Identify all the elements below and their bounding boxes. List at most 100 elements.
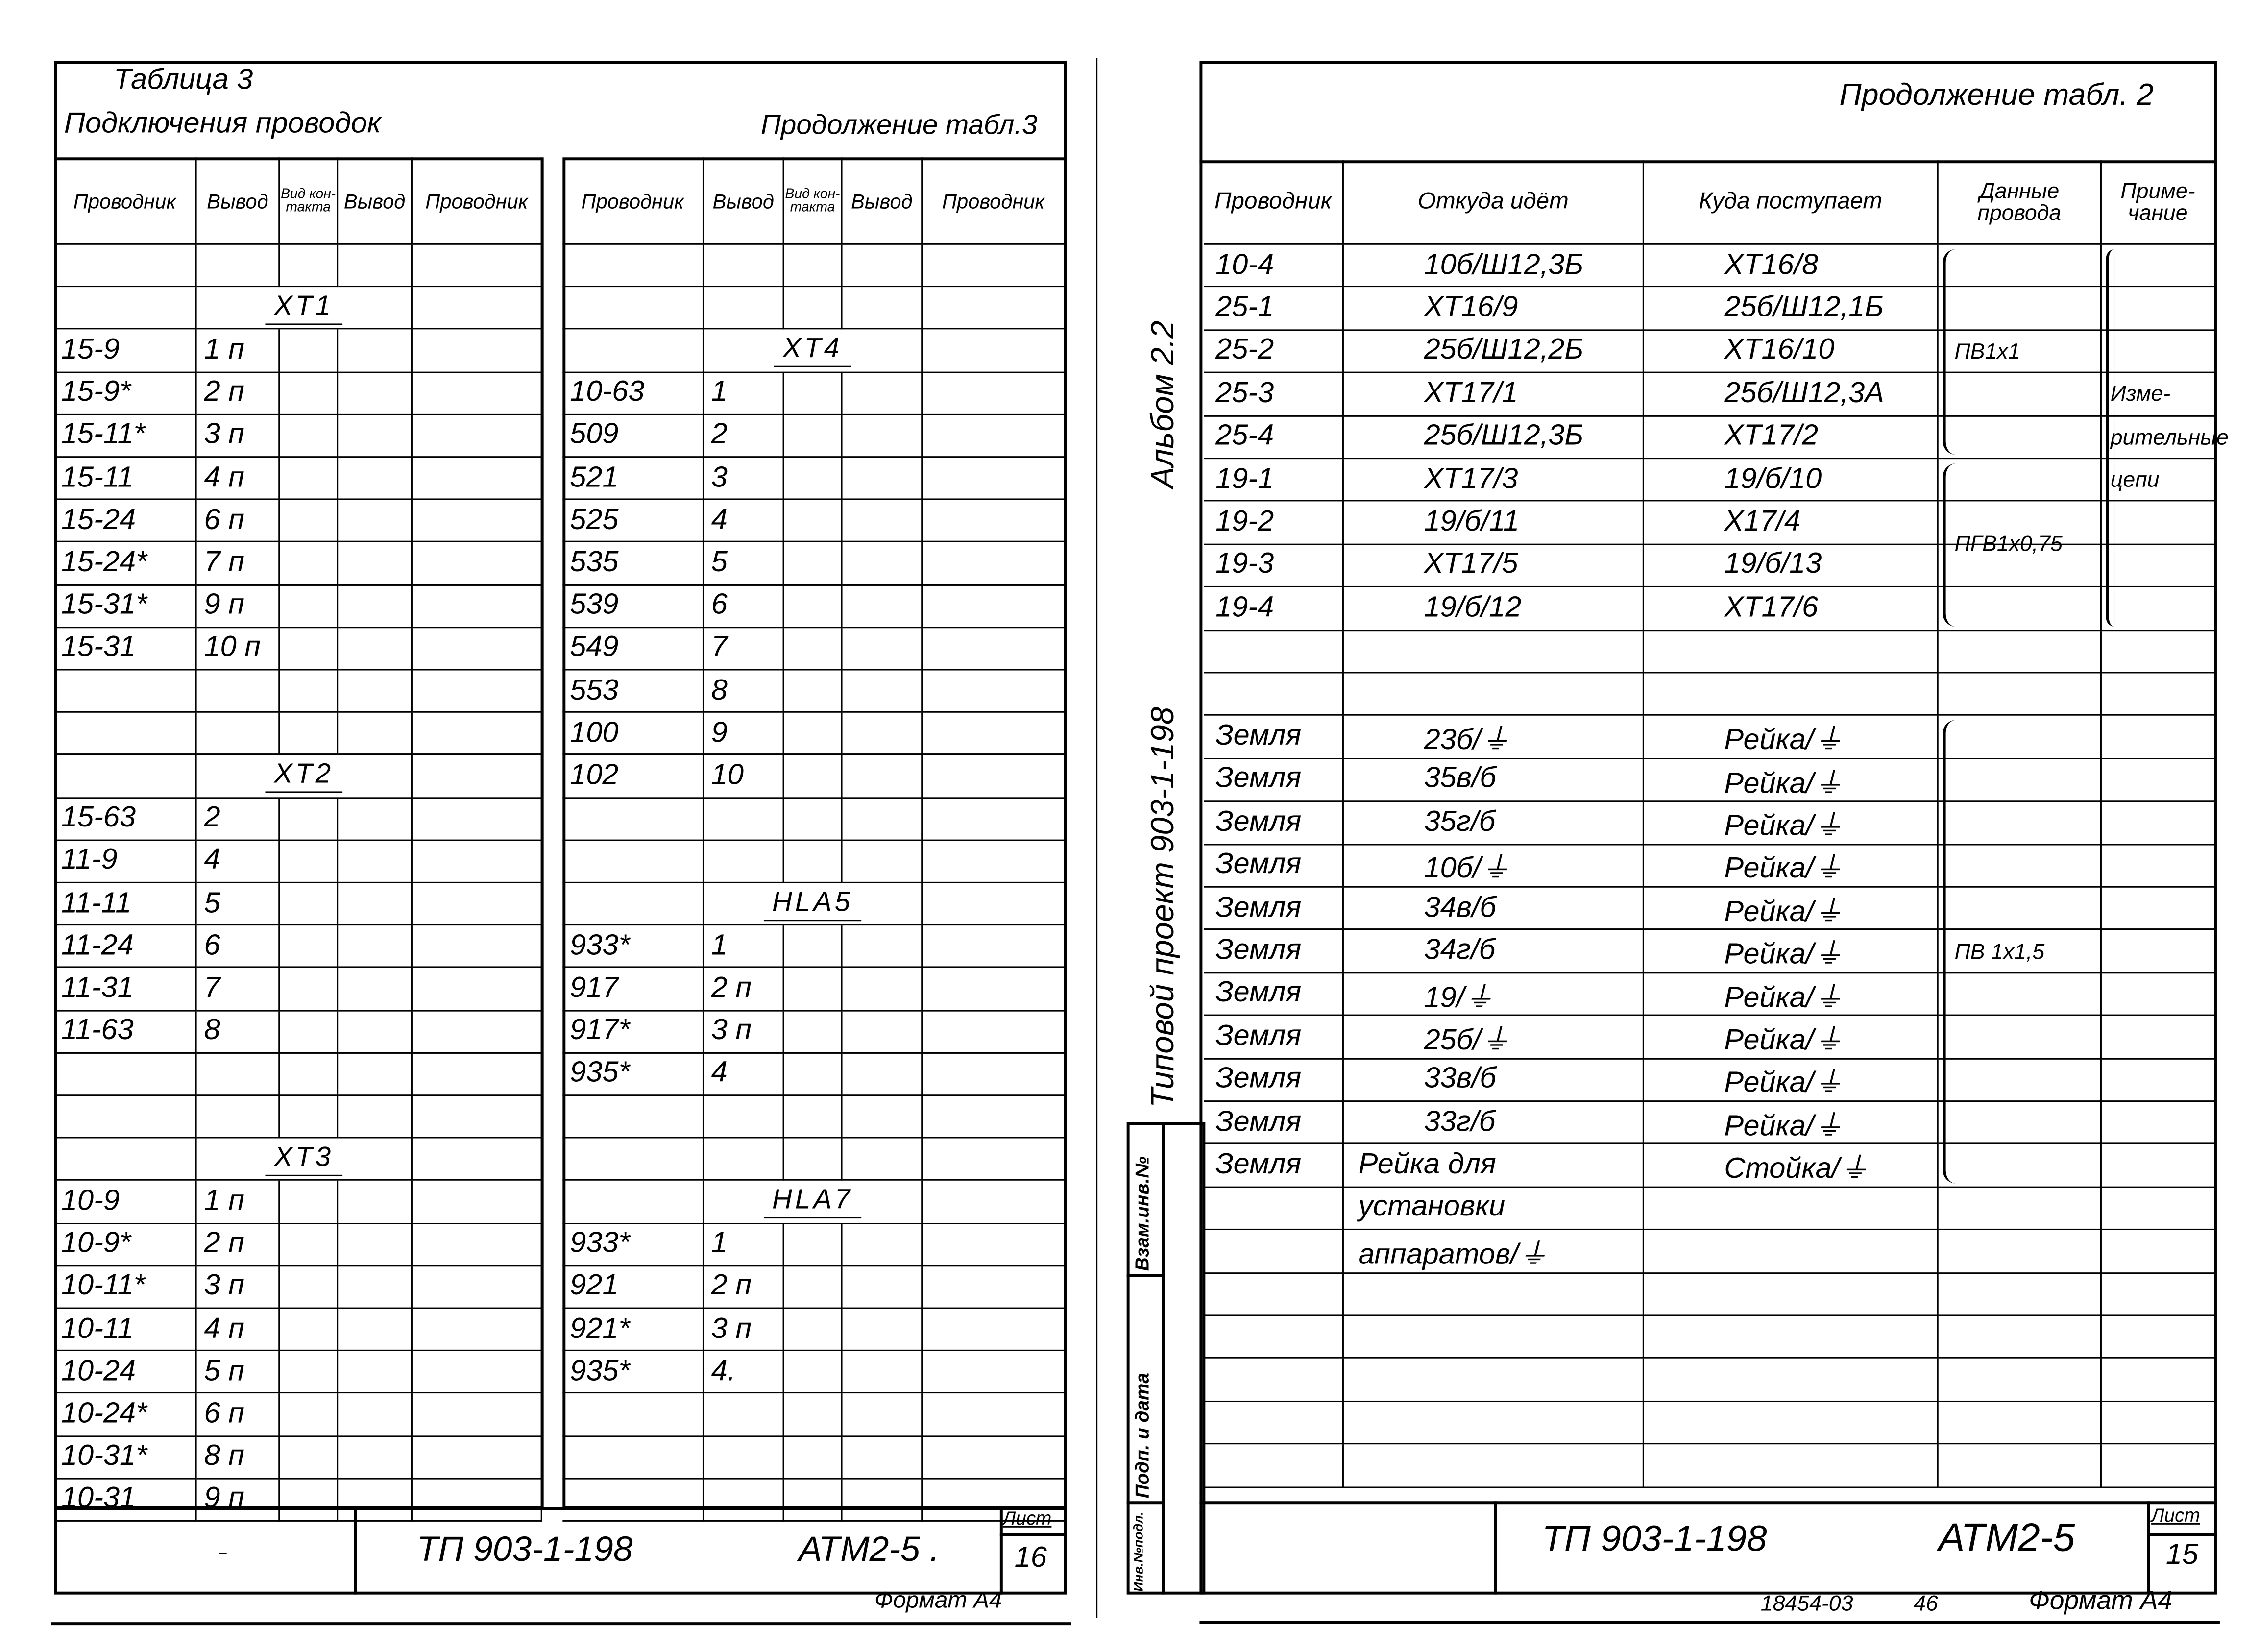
wire-data-group: ПВ 1х1,5: [1943, 720, 2097, 1184]
terminal-block-label: XT4: [704, 330, 923, 373]
cell-wire: 100: [562, 713, 704, 756]
cell-to: Стойка/⏚: [1644, 1144, 1939, 1188]
cell-wire: 10-9*: [54, 1223, 197, 1266]
cell-wire: Земля: [1204, 887, 1344, 931]
cell-wire-out: [923, 1351, 1066, 1394]
cell-to: [1644, 1273, 1939, 1316]
cell-wire-data: [1938, 1102, 2102, 1145]
order-number: 18454-03: [1760, 1591, 1853, 1617]
cell-pin: 1: [704, 1223, 784, 1266]
cell-wire-out: [923, 1309, 1066, 1352]
cell-wire-data: [1938, 845, 2102, 888]
cell-wire-data: [1938, 330, 2102, 374]
cell-pin-out: [338, 330, 413, 373]
sheet-number: 15: [2165, 1539, 2199, 1572]
cell-contact-type: [784, 1139, 843, 1181]
terminal-block-name: XT4: [774, 334, 851, 367]
cell-contact-type: [784, 713, 843, 756]
format-label: Формат А4: [2029, 1585, 2173, 1615]
cell-wire: Земля: [1204, 802, 1344, 845]
cell-to: XT16/10: [1644, 330, 1939, 374]
cell-to: XT16/8: [1644, 244, 1939, 288]
cell-wire-out: [923, 670, 1066, 713]
cell-wire-data: [1938, 1402, 2102, 1445]
cell-wire: 15-63: [54, 798, 197, 841]
cell-wire-data: [1938, 887, 2102, 931]
cell-wire-data: [1938, 1144, 2102, 1188]
cell-pin-out: [842, 840, 923, 883]
cell-wire: [562, 1181, 704, 1224]
cell-pin-out: [842, 1266, 923, 1309]
cell-pin: 7: [196, 968, 280, 1011]
cell-from: XT17/1: [1343, 373, 1644, 416]
cell-note: [2101, 673, 2215, 716]
cell-pin: 2: [704, 415, 784, 458]
cell-wire-out: [412, 1096, 542, 1139]
cell-wire-out: [412, 585, 542, 628]
cell-wire: Земля: [1204, 716, 1344, 759]
cell-wire: 933*: [562, 925, 704, 969]
cell-pin-out: [842, 798, 923, 841]
cell-pin-out: [338, 1436, 413, 1479]
cell-wire: [562, 883, 704, 926]
cell-wire: Земля: [1204, 1102, 1344, 1145]
cell-pin-out: [338, 1053, 413, 1096]
cell-contact-type: [784, 372, 843, 415]
cell-to: Рейка/⏚: [1644, 1102, 1939, 1145]
right-page-frame: [1199, 61, 2217, 1595]
cell-wire: [562, 1139, 704, 1181]
cell-wire: Земля: [1204, 973, 1344, 1017]
title-block-divider: [354, 1507, 357, 1595]
cell-note: [2101, 459, 2215, 502]
cell-wire-out: [412, 542, 542, 585]
cell-pin: 2 п: [196, 372, 280, 415]
header-pin: Вывод: [196, 157, 280, 245]
cell-contact-type: [280, 458, 339, 500]
cell-wire-out: [923, 1266, 1066, 1309]
cell-contact-type: [280, 330, 339, 373]
cell-contact-type: [784, 1394, 843, 1437]
cell-wire-out: [923, 968, 1066, 1011]
cell-contact-type: [280, 542, 339, 585]
wire-data-group: ПГВ1х0,75: [1943, 463, 2097, 627]
cell-wire: 11-11: [54, 883, 197, 926]
cell-pin: 6: [196, 925, 280, 969]
cell-wire: [54, 713, 197, 756]
header-wire: Проводник: [54, 157, 197, 245]
cell-wire-out: [412, 287, 542, 330]
page-edge: [51, 1622, 1071, 1626]
cell-wire: 10-11*: [54, 1266, 197, 1309]
doc-number: ТП 903-1-198: [416, 1530, 633, 1570]
cell-wire: 19-4: [1204, 587, 1344, 631]
cell-wire-out: [412, 1181, 542, 1224]
cell-from: 25б/Ш12,3Б: [1343, 416, 1644, 460]
doc-code: АТМ2-5 .: [799, 1530, 940, 1570]
cell-note: [2101, 373, 2215, 416]
cell-pin-out: [842, 287, 923, 330]
page-fold: [1096, 58, 1098, 1618]
cell-pin-out: [338, 798, 413, 841]
cell-note: [2101, 845, 2215, 888]
header-pin-out: Вывод: [338, 157, 413, 245]
terminal-block-label: HLA7: [704, 1181, 923, 1224]
cell-wire: [1204, 1359, 1344, 1402]
cell-pin-out: [842, 1223, 923, 1266]
cell-to: Рейка/⏚: [1644, 930, 1939, 973]
cell-contact-type: [784, 1351, 843, 1394]
cell-wire: Земля: [1204, 759, 1344, 802]
cell-pin-out: [338, 670, 413, 713]
cell-note: [2101, 502, 2215, 545]
cell-contact-type: [280, 1309, 339, 1352]
cell-note: [2101, 245, 2215, 288]
header-wire-out: Проводник: [923, 157, 1066, 245]
cell-wire-out: [412, 1011, 542, 1054]
cell-wire: Земля: [1204, 930, 1344, 973]
cell-to: 25б/Ш12,3А: [1644, 373, 1939, 416]
cell-pin-out: [338, 1096, 413, 1139]
sheet-number: 16: [1014, 1542, 1047, 1574]
cell-contact-type: [784, 585, 843, 628]
cell-pin-out: [338, 244, 413, 288]
cell-wire: 15-11*: [54, 415, 197, 458]
title-band-divider: [1199, 160, 2217, 164]
cell-wire-out: [412, 500, 542, 543]
